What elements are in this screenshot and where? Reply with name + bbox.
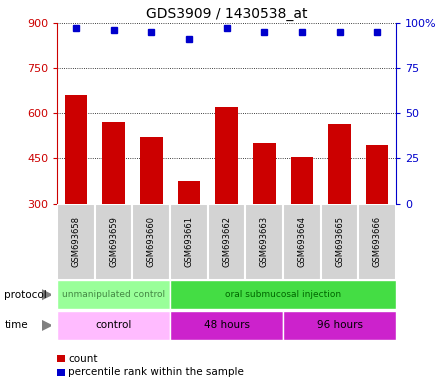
Text: GSM693663: GSM693663 [260,216,269,268]
Bar [57,311,170,340]
Text: GSM693665: GSM693665 [335,217,344,267]
Bar [215,107,238,204]
Text: oral submucosal injection: oral submucosal injection [225,290,341,299]
Text: GSM693662: GSM693662 [222,217,231,267]
Text: percentile rank within the sample: percentile rank within the sample [68,367,244,377]
Text: protocol: protocol [4,290,47,300]
Bar [132,204,170,280]
Bar [283,311,396,340]
Bar [283,204,321,280]
Bar [170,311,283,340]
Bar [178,181,200,204]
Text: 96 hours: 96 hours [316,320,363,331]
Bar [328,124,351,204]
Bar [170,280,396,309]
Title: GDS3909 / 1430538_at: GDS3909 / 1430538_at [146,7,308,21]
Polygon shape [42,321,51,330]
Bar [246,204,283,280]
Bar [57,204,95,280]
Bar [290,157,313,204]
Bar [321,204,358,280]
Bar [140,137,163,204]
Text: GSM693664: GSM693664 [297,217,306,267]
Bar [170,204,208,280]
Text: 48 hours: 48 hours [204,320,249,331]
Text: GSM693659: GSM693659 [109,217,118,267]
Bar [95,204,132,280]
Bar [57,280,170,309]
Text: time: time [4,320,28,331]
Bar [65,95,87,204]
Text: GSM693661: GSM693661 [184,217,194,267]
Text: GSM693660: GSM693660 [147,217,156,267]
Bar [366,145,389,204]
Bar [208,204,246,280]
Text: control: control [95,320,132,331]
Text: GSM693658: GSM693658 [72,217,81,267]
Polygon shape [42,290,51,300]
Bar [358,204,396,280]
Text: GSM693666: GSM693666 [373,216,381,268]
Bar [103,122,125,204]
Text: count: count [68,354,98,364]
Bar [253,143,275,204]
Text: unmanipulated control: unmanipulated control [62,290,165,299]
